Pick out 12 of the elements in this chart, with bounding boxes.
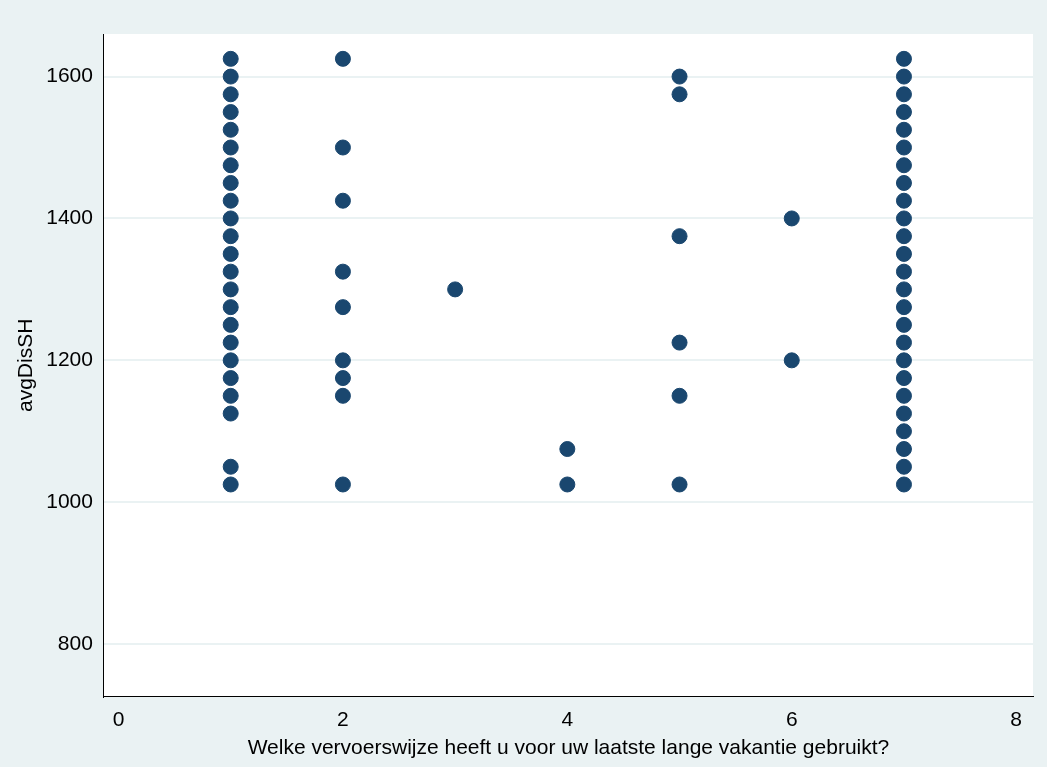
- x-tick-label: 2: [337, 707, 349, 730]
- x-tick-label: 6: [785, 707, 798, 730]
- y-tick-label: 1400: [46, 205, 93, 229]
- x-tick-label: 8: [1010, 707, 1023, 730]
- y-tick-label: 800: [57, 630, 93, 654]
- y-tick-label: 1200: [46, 347, 93, 371]
- x-axis-title: Welke vervoerswijze heeft u voor uw laatste lange vakantie gebruikt?: [247, 735, 890, 759]
- y-tick-label: 1000: [46, 489, 93, 513]
- y-axis-title: avgDisSH: [13, 318, 37, 412]
- x-tick-label: 4: [561, 707, 574, 730]
- y-tick-label: 1600: [46, 63, 93, 87]
- x-tick-label: 0: [112, 707, 125, 730]
